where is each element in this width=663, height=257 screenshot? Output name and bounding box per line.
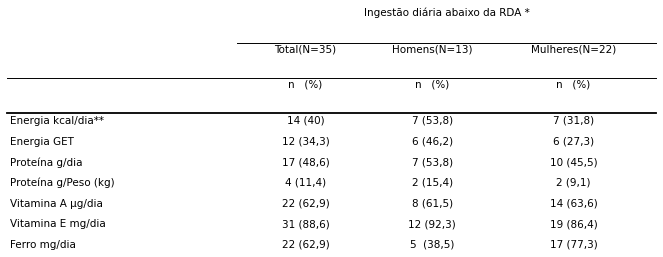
Text: 10 (45,5): 10 (45,5) bbox=[550, 157, 597, 167]
Text: 7 (53,8): 7 (53,8) bbox=[412, 157, 453, 167]
Text: 17 (77,3): 17 (77,3) bbox=[550, 240, 597, 250]
Text: Energia kcal/dia**: Energia kcal/dia** bbox=[10, 116, 104, 126]
Text: 12 (34,3): 12 (34,3) bbox=[282, 136, 330, 146]
Text: 22 (62,9): 22 (62,9) bbox=[282, 240, 330, 250]
Text: n   (%): n (%) bbox=[415, 79, 450, 89]
Text: n   (%): n (%) bbox=[556, 79, 591, 89]
Text: 5  (38,5): 5 (38,5) bbox=[410, 240, 454, 250]
Text: 7 (53,8): 7 (53,8) bbox=[412, 116, 453, 126]
Text: 14 (40): 14 (40) bbox=[286, 116, 324, 126]
Text: Homens(N=13): Homens(N=13) bbox=[392, 44, 473, 54]
Text: 14 (63,6): 14 (63,6) bbox=[550, 198, 597, 208]
Text: Total(N=35): Total(N=35) bbox=[274, 44, 337, 54]
Text: Proteína g/dia: Proteína g/dia bbox=[10, 157, 82, 168]
Text: 2 (9,1): 2 (9,1) bbox=[556, 178, 591, 188]
Text: 7 (31,8): 7 (31,8) bbox=[553, 116, 594, 126]
Text: Ingestão diária abaixo da RDA *: Ingestão diária abaixo da RDA * bbox=[364, 8, 530, 18]
Text: 4 (11,4): 4 (11,4) bbox=[285, 178, 326, 188]
Text: Energia GET: Energia GET bbox=[10, 136, 74, 146]
Text: n   (%): n (%) bbox=[288, 79, 323, 89]
Text: 6 (27,3): 6 (27,3) bbox=[553, 136, 594, 146]
Text: 17 (48,6): 17 (48,6) bbox=[282, 157, 330, 167]
Text: 6 (46,2): 6 (46,2) bbox=[412, 136, 453, 146]
Text: Proteína g/Peso (kg): Proteína g/Peso (kg) bbox=[10, 178, 115, 188]
Text: 8 (61,5): 8 (61,5) bbox=[412, 198, 453, 208]
Text: 22 (62,9): 22 (62,9) bbox=[282, 198, 330, 208]
Text: Ferro mg/dia: Ferro mg/dia bbox=[10, 240, 76, 250]
Text: 2 (15,4): 2 (15,4) bbox=[412, 178, 453, 188]
Text: Mulheres(N=22): Mulheres(N=22) bbox=[531, 44, 616, 54]
Text: 31 (88,6): 31 (88,6) bbox=[282, 219, 330, 229]
Text: 19 (86,4): 19 (86,4) bbox=[550, 219, 597, 229]
Text: Vitamina A μg/dia: Vitamina A μg/dia bbox=[10, 198, 103, 208]
Text: 12 (92,3): 12 (92,3) bbox=[408, 219, 456, 229]
Text: Vitamina E mg/dia: Vitamina E mg/dia bbox=[10, 219, 105, 229]
